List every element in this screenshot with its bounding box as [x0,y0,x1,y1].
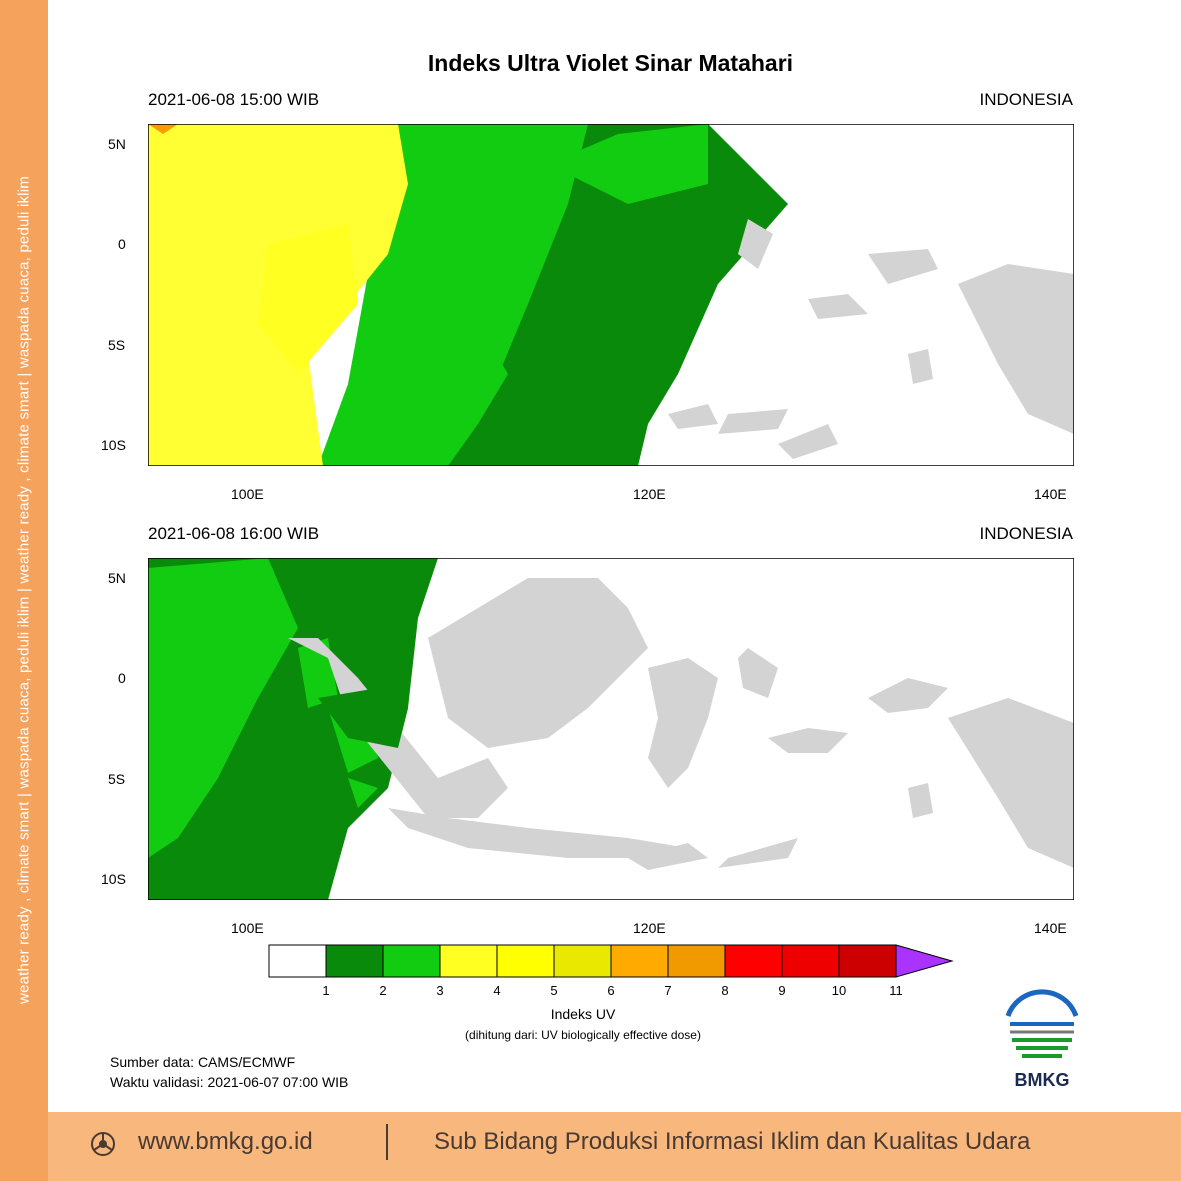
p2-lon-100e: 100E [231,920,264,936]
colorbar-cell [268,944,327,978]
p1-lat-5n: 5N [108,136,126,152]
colorbar-arrow [895,944,954,978]
colorbar-tick-label: 5 [550,983,558,998]
colorbar-cell [838,944,897,978]
colorbar-tick-label: 7 [664,983,672,998]
colorbar-tick-label: 8 [721,983,729,998]
colorbar-cell [496,944,555,978]
colorbar-tick-label: 3 [436,983,444,998]
p2-lat-0: 0 [118,670,126,686]
side-slogan: weather ready , climate smart | waspada … [15,176,33,1004]
p1-lat-0: 0 [118,236,126,252]
colorbar-cell [382,944,441,978]
colorbar-subtitle: (dihitung dari: UV biologically effectiv… [465,1028,701,1042]
p1-lat-5s: 5S [108,337,126,353]
uv-map-1600 [148,558,1074,900]
colorbar-cell [724,944,783,978]
colorbar-cell [439,944,498,978]
p2-lat-5n: 5N [108,570,126,586]
colorbar-tick-label: 11 [889,983,903,998]
side-band [0,0,48,1181]
colorbar-tick-label: 10 [831,983,847,998]
panel2-time: 2021-06-08 16:00 WIB [148,524,320,543]
panel1-region: INDONESIA [979,90,1073,109]
bmkg-logo [1004,989,1080,1066]
colorbar-tick-label: 9 [778,983,786,998]
colorbar-cell [667,944,726,978]
page-title: Indeks Ultra Violet Sinar Matahari [427,50,794,76]
p2-lon-120e: 120E [633,920,666,936]
data-source: Sumber data: CAMS/ECMWF [110,1054,296,1070]
p2-lon-140e: 140E [1034,920,1067,936]
globe-icon [91,1132,115,1156]
uv-colorbar [268,944,954,978]
colorbar-tick-label: 6 [607,983,615,998]
footer-separator [386,1124,388,1160]
footer-bar [48,1112,1181,1181]
panel1-time: 2021-06-08 15:00 WIB [148,90,320,109]
p1-lon-140e: 140E [1034,486,1067,502]
p1-lat-10s: 10S [101,437,126,453]
p1-lon-120e: 120E [633,486,666,502]
colorbar-tick-label: 4 [493,983,501,998]
colorbar-cell [553,944,612,978]
footer-division: Sub Bidang Produksi Informasi Iklim dan … [434,1128,1031,1155]
colorbar-tick-label: 1 [322,983,330,998]
p2-lat-10s: 10S [101,871,126,887]
logo-text: BMKG [1014,1070,1070,1090]
uv-map-1500 [148,124,1074,466]
colorbar-cell [325,944,384,978]
p1-lon-100e: 100E [231,486,264,502]
validity-time: Waktu validasi: 2021-06-07 07:00 WIB [110,1074,349,1090]
colorbar-cell [610,944,669,978]
footer-website[interactable]: www.bmkg.go.id [138,1128,313,1155]
colorbar-cell [781,944,840,978]
colorbar-tick-label: 2 [379,983,387,998]
colorbar-title: Indeks UV [550,1006,616,1022]
panel2-region: INDONESIA [979,524,1073,543]
p2-lat-5s: 5S [108,771,126,787]
